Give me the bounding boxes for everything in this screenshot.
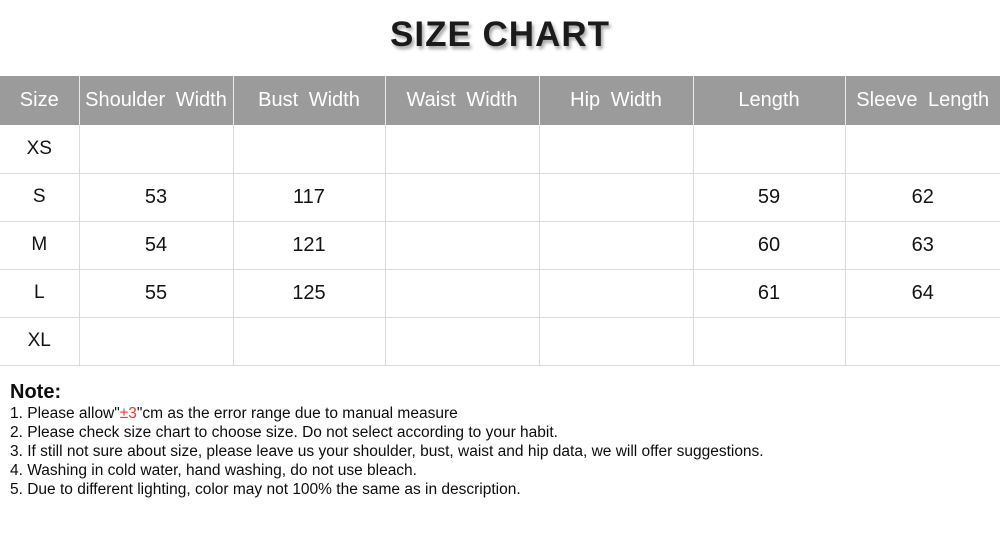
size-table-header-row: Size Shoulder Width Bust Width Waist Width H… xyxy=(0,76,1000,125)
page-title: SIZE CHART xyxy=(390,15,610,54)
measurement-cell: 54 xyxy=(78,220,234,270)
measurement-cell xyxy=(384,268,540,318)
note-line: 4. Washing in cold water, hand washing, … xyxy=(10,461,1000,480)
measurement-cell xyxy=(692,316,846,366)
measurement-cell xyxy=(844,125,1000,174)
measurement-cell: 64 xyxy=(844,268,1000,318)
note-text: 5. Due to different lighting, color may … xyxy=(10,480,521,498)
measurement-cell xyxy=(538,220,694,270)
note-section: Note: 1. Please allow"±3"cm as the error… xyxy=(10,381,1000,499)
table-row: L 55 125 61 64 xyxy=(0,268,1000,318)
note-line: 1. Please allow"±3"cm as the error range… xyxy=(10,404,1000,423)
measurement-cell xyxy=(384,316,540,366)
column-header: Length xyxy=(692,76,845,125)
measurement-cell xyxy=(844,316,1000,366)
table-row: XL xyxy=(0,316,1000,366)
measurement-cell: 59 xyxy=(692,172,846,222)
measurement-cell: 117 xyxy=(232,172,386,222)
size-label-cell: S xyxy=(0,172,80,222)
note-line: 2. Please check size chart to choose siz… xyxy=(10,423,1000,442)
note-text: "cm as the error range due to manual mea… xyxy=(136,404,458,422)
table-row: XS xyxy=(0,125,1000,174)
accent-text: ±3 xyxy=(119,404,137,422)
measurement-cell xyxy=(384,172,540,222)
size-label-cell: L xyxy=(0,268,80,318)
measurement-cell xyxy=(538,125,694,174)
measurement-cell xyxy=(538,172,694,222)
note-text: 4. Washing in cold water, hand washing, … xyxy=(10,461,417,479)
measurement-cell: 121 xyxy=(232,220,386,270)
measurement-cell xyxy=(692,125,846,174)
measurement-cell: 62 xyxy=(844,172,1000,222)
column-header: Sleeve Length xyxy=(844,76,1000,125)
size-label-cell: M xyxy=(0,220,80,270)
measurement-cell xyxy=(232,316,386,366)
measurement-cell: 60 xyxy=(692,220,846,270)
measurement-cell xyxy=(538,268,694,318)
measurement-cell xyxy=(232,125,386,174)
note-text: 1. Please allow" xyxy=(10,404,120,422)
table-row: S 53 117 59 62 xyxy=(0,172,1000,222)
measurement-cell xyxy=(78,125,234,174)
size-table-body: XS S 53 117 59 62 M 54 121 60 63 L 55 125 61 64 XL xyxy=(0,125,1000,366)
size-label-cell: XS xyxy=(0,125,80,174)
column-header: Bust Width xyxy=(232,76,385,125)
measurement-cell: 63 xyxy=(844,220,1000,270)
measurement-cell xyxy=(538,316,694,366)
size-label-cell: XL xyxy=(0,316,80,366)
measurement-cell: 55 xyxy=(78,268,234,318)
note-text: 2. Please check size chart to choose siz… xyxy=(10,423,558,441)
measurement-cell xyxy=(384,220,540,270)
note-line: 3. If still not sure about size, please … xyxy=(10,442,1000,461)
measurement-cell: 61 xyxy=(692,268,846,318)
measurement-cell xyxy=(78,316,234,366)
column-header: Waist Width xyxy=(384,76,539,125)
measurement-cell xyxy=(384,125,540,174)
size-chart-table: Size Shoulder Width Bust Width Waist Width H… xyxy=(0,76,1000,366)
measurement-cell: 53 xyxy=(78,172,234,222)
note-line: 5. Due to different lighting, color may … xyxy=(10,480,1000,499)
column-header: Hip Width xyxy=(538,76,693,125)
column-header: Shoulder Width xyxy=(78,76,233,125)
note-heading: Note: xyxy=(10,380,62,403)
column-header: Size xyxy=(0,76,79,125)
note-lines: 1. Please allow"±3"cm as the error range… xyxy=(10,404,1000,499)
measurement-cell: 125 xyxy=(232,268,386,318)
note-text: 3. If still not sure about size, please … xyxy=(10,442,764,460)
table-row: M 54 121 60 63 xyxy=(0,220,1000,270)
